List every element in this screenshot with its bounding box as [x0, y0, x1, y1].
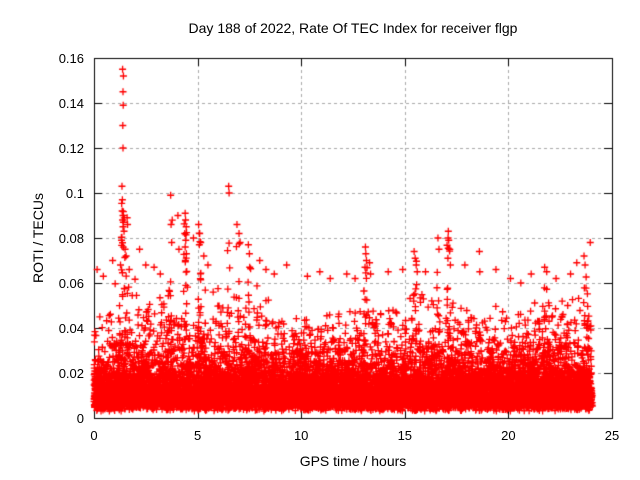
x-axis-label: GPS time / hours [299, 453, 407, 469]
y-tick-label: 0.14 [58, 96, 84, 111]
y-tick-label: 0.06 [58, 276, 84, 291]
x-tick-label: 10 [293, 428, 309, 443]
y-tick-label: 0.1 [65, 186, 84, 201]
y-tick-label: 0.02 [58, 366, 84, 381]
x-tick-label: 25 [604, 428, 620, 443]
x-tick-label: 0 [90, 428, 98, 443]
chart-title: Day 188 of 2022, Rate Of TEC Index for r… [188, 20, 518, 36]
y-tick-label: 0.04 [58, 321, 84, 336]
x-tick-label: 5 [193, 428, 202, 443]
y-tick-label: 0.16 [58, 51, 84, 66]
y-tick-label: 0.08 [58, 231, 84, 246]
y-tick-label: 0.12 [58, 141, 84, 156]
x-tick-label: 15 [397, 428, 413, 443]
y-tick-label: 0 [76, 411, 84, 426]
x-tick-label: 20 [501, 428, 516, 443]
